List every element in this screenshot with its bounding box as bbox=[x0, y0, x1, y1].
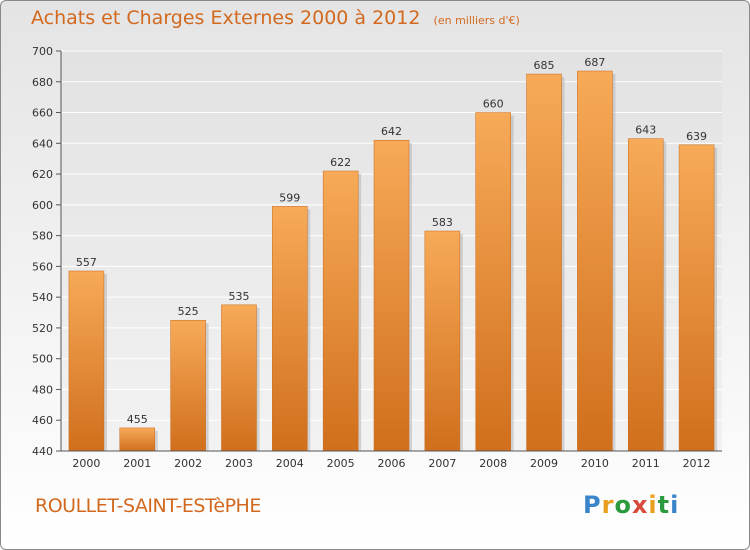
data-label: 660 bbox=[483, 98, 504, 111]
x-tick-label: 2000 bbox=[72, 457, 100, 470]
bar-2008 bbox=[475, 112, 511, 452]
y-tick-label: 700 bbox=[32, 45, 53, 58]
y-tick-label: 520 bbox=[32, 322, 53, 335]
bar-2000 bbox=[68, 270, 105, 452]
chart-title: Achats et Charges Externes 2000 à 2012 bbox=[31, 7, 421, 29]
x-tick-label: 2010 bbox=[581, 457, 609, 470]
y-tick-label: 480 bbox=[32, 383, 53, 396]
x-tick-label: 2007 bbox=[428, 457, 456, 470]
data-label: 642 bbox=[381, 125, 402, 138]
data-label: 525 bbox=[178, 305, 199, 318]
title-row: Achats et Charges Externes 2000 à 2012 (… bbox=[31, 7, 520, 29]
bar-2009 bbox=[526, 73, 562, 452]
y-tick-label: 680 bbox=[32, 76, 53, 89]
bar-2005 bbox=[322, 170, 359, 452]
x-tick-label: 2009 bbox=[530, 457, 558, 470]
bar-2002 bbox=[170, 319, 206, 452]
bar-2012 bbox=[678, 144, 715, 452]
bar-2004 bbox=[272, 206, 308, 452]
x-tick-label: 2001 bbox=[123, 457, 151, 470]
data-label: 639 bbox=[686, 130, 707, 143]
y-tick-label: 600 bbox=[32, 199, 53, 212]
data-label: 599 bbox=[279, 191, 300, 204]
data-label: 583 bbox=[432, 216, 453, 229]
bar-2003 bbox=[221, 304, 257, 452]
y-tick-label: 460 bbox=[32, 414, 53, 427]
proxiti-logo: Proxiti bbox=[583, 491, 680, 519]
commune-name: ROULLET-SAINT-ESTèPHE bbox=[35, 495, 261, 517]
bar-2011 bbox=[627, 138, 664, 452]
data-label: 643 bbox=[635, 124, 656, 137]
y-tick-label: 640 bbox=[32, 137, 53, 150]
y-tick-label: 500 bbox=[32, 353, 53, 366]
y-tick-label: 580 bbox=[32, 230, 53, 243]
data-label: 685 bbox=[534, 59, 555, 72]
chart-subtitle: (en milliers d'€) bbox=[433, 14, 520, 27]
x-tick-label: 2006 bbox=[378, 457, 406, 470]
bar-2010 bbox=[577, 70, 613, 452]
y-tick-label: 440 bbox=[32, 445, 53, 458]
y-tick-label: 540 bbox=[32, 291, 53, 304]
bar-2006 bbox=[373, 139, 410, 452]
x-tick-label: 2002 bbox=[174, 457, 202, 470]
y-tick-label: 660 bbox=[32, 107, 53, 120]
data-label: 557 bbox=[76, 256, 97, 269]
x-tick-label: 2003 bbox=[225, 457, 253, 470]
bar-2001 bbox=[119, 427, 156, 452]
x-tick-label: 2004 bbox=[276, 457, 304, 470]
x-tick-label: 2008 bbox=[479, 457, 507, 470]
x-tick-label: 2011 bbox=[632, 457, 660, 470]
x-tick-label: 2005 bbox=[327, 457, 355, 470]
data-label: 687 bbox=[584, 56, 605, 69]
y-tick-label: 560 bbox=[32, 260, 53, 273]
bar-2007 bbox=[424, 230, 461, 452]
y-tick-label: 620 bbox=[32, 168, 53, 181]
data-label: 535 bbox=[228, 290, 249, 303]
data-label: 455 bbox=[127, 413, 148, 426]
data-label: 622 bbox=[330, 156, 351, 169]
x-tick-label: 2012 bbox=[683, 457, 711, 470]
